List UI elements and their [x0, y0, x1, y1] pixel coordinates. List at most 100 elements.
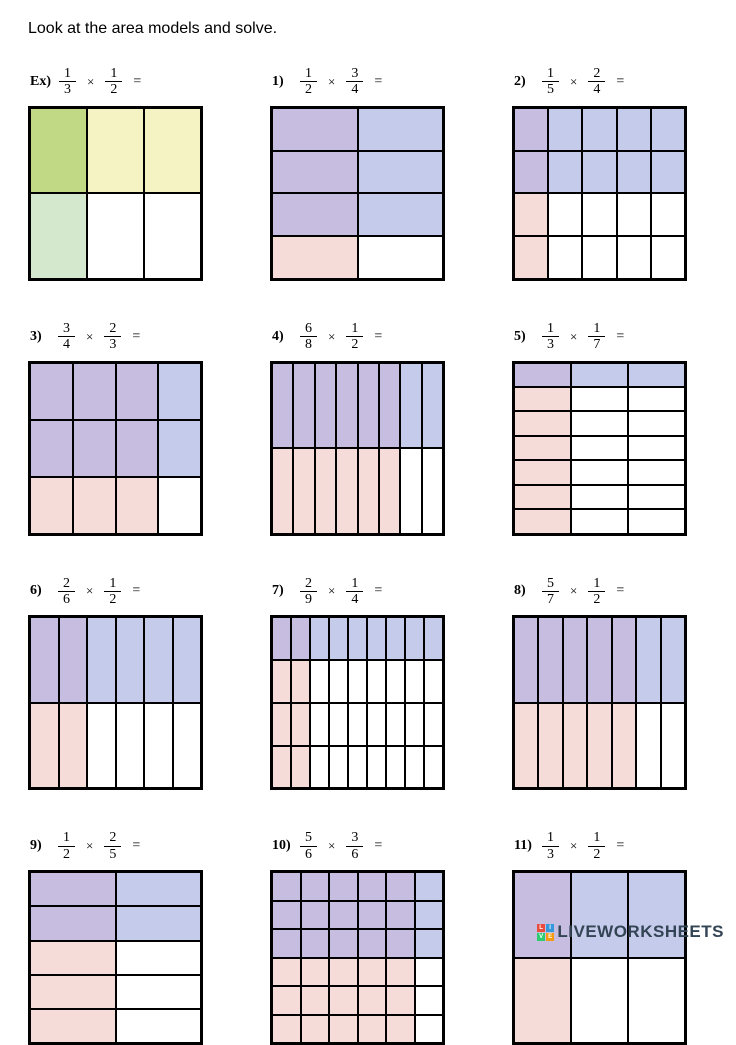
grid-cell: [291, 660, 310, 703]
times-symbol: ×: [325, 329, 338, 345]
area-model: [28, 361, 203, 536]
grid-cell: [628, 363, 685, 387]
grid-cell: [514, 509, 571, 533]
area-model: [270, 106, 445, 281]
problem-header: 5)13×17=: [514, 321, 708, 353]
problem-label: 6): [30, 583, 50, 599]
grid-cell: [386, 703, 405, 746]
grid-cell: [358, 1015, 387, 1044]
grid-cell: [514, 436, 571, 460]
grid-cell: [116, 1009, 202, 1043]
fraction-1: 56: [300, 830, 317, 862]
grid-cell: [386, 660, 405, 703]
grid-cell: [336, 448, 357, 534]
grid-cell: [358, 958, 387, 987]
grid-cell: [272, 448, 293, 534]
grid-cell: [291, 617, 310, 660]
problem-label: 1): [272, 74, 292, 90]
grid-cell: [158, 420, 201, 477]
grid-cell: [422, 363, 443, 449]
grid-cell: [116, 941, 202, 975]
grid-cell: [386, 617, 405, 660]
grid-cell: [301, 986, 330, 1015]
equals-symbol: =: [613, 838, 624, 854]
grid-cell: [582, 193, 616, 236]
times-symbol: ×: [325, 583, 338, 599]
grid-cell: [548, 193, 582, 236]
grid-cell: [379, 448, 400, 534]
times-symbol: ×: [567, 74, 580, 90]
fraction-1: 57: [542, 576, 559, 608]
fraction-1: 15: [542, 66, 559, 98]
fraction-1: 13: [59, 66, 76, 98]
grid-cell: [514, 460, 571, 484]
grid-cell: [582, 151, 616, 194]
grid-cell: [329, 986, 358, 1015]
grid-cell: [116, 420, 159, 477]
equals-symbol: =: [130, 74, 141, 90]
grid-cell: [144, 617, 173, 703]
grid-cell: [628, 958, 685, 1044]
equals-symbol: =: [371, 329, 382, 345]
grid-cell: [336, 363, 357, 449]
grid-cell: [272, 872, 301, 901]
grid-cell: [173, 617, 202, 703]
grid-cell: [587, 703, 611, 789]
grid-cell: [329, 872, 358, 901]
problem-label: 2): [514, 74, 534, 90]
grid-cell: [329, 901, 358, 930]
grid-cell: [272, 958, 301, 987]
grid-cell: [158, 363, 201, 420]
grid-cell: [415, 901, 444, 930]
grid-cell: [405, 746, 424, 789]
grid-cell: [329, 660, 348, 703]
grid-cell: [116, 617, 145, 703]
grid-cell: [173, 703, 202, 789]
grid-cell: [548, 151, 582, 194]
grid-cell: [348, 746, 367, 789]
grid-cell: [628, 509, 685, 533]
equals-symbol: =: [371, 583, 382, 599]
problem-10: 10)56×36=: [270, 830, 466, 1045]
area-model: [28, 106, 203, 281]
grid-cell: [272, 986, 301, 1015]
grid-cell: [636, 617, 660, 703]
grid-cell: [514, 485, 571, 509]
grid-cell: [424, 617, 443, 660]
grid-cell: [348, 617, 367, 660]
grid-cell: [30, 477, 73, 534]
grid-cell: [73, 363, 116, 420]
grid-cell: [514, 108, 548, 151]
times-symbol: ×: [83, 583, 96, 599]
grid-cell: [272, 660, 291, 703]
equals-symbol: =: [613, 329, 624, 345]
grid-cell: [424, 703, 443, 746]
grid-cell: [582, 236, 616, 279]
times-symbol: ×: [83, 838, 96, 854]
fraction-1: 26: [58, 576, 75, 608]
grid-cell: [514, 363, 571, 387]
times-symbol: ×: [83, 329, 96, 345]
grid-cell: [617, 193, 651, 236]
grid-cell: [628, 460, 685, 484]
grid-cell: [571, 958, 628, 1044]
fraction-2: 12: [346, 321, 363, 353]
grid-cell: [301, 901, 330, 930]
problem-header: 8)57×12=: [514, 576, 708, 608]
grid-cell: [358, 108, 444, 151]
problem-header: 3)34×23=: [30, 321, 224, 353]
grid-cell: [315, 448, 336, 534]
grid-cell: [367, 703, 386, 746]
grid-cell: [400, 363, 421, 449]
grid-cell: [571, 485, 628, 509]
grid-cell: [571, 411, 628, 435]
grid-cell: [651, 151, 685, 194]
grid-cell: [628, 411, 685, 435]
grid-cell: [386, 1015, 415, 1044]
grid-cell: [386, 872, 415, 901]
grid-cell: [59, 703, 88, 789]
grid-cell: [293, 448, 314, 534]
area-model: [512, 870, 687, 1045]
fraction-1: 13: [542, 830, 559, 862]
grid-cell: [571, 509, 628, 533]
